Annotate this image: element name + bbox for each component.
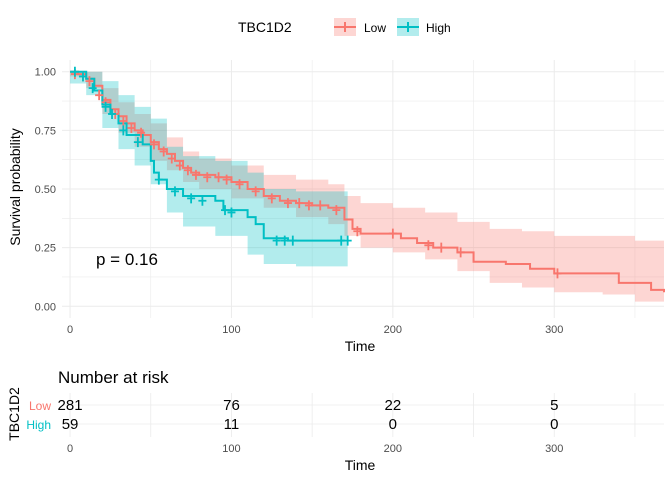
x-tick-labels: 0 100 200 300 [67,324,563,336]
y-tick-label: 1.00 [35,67,56,79]
censor-mark-high [227,207,236,218]
legend-label-low: Low [364,21,386,35]
risk-x-axis-title: Time [345,457,376,473]
censor-mark-high [343,235,352,246]
risk-table: Number at risk Low High 281 76 22 5 59 11 0 0 0… [6,368,664,473]
survival-curve-high [70,70,345,242]
risk-value-low: 22 [385,397,402,414]
censor-mark-high [154,174,163,185]
censor-mark-high [78,71,87,82]
censor-mark-low [85,76,94,87]
censor-mark-high [170,186,179,197]
risk-values: 281 76 22 5 59 11 0 0 [58,397,559,433]
censor-mark-high [280,235,289,246]
survival-curves [70,70,665,293]
risk-x-tick-label: 300 [545,443,563,455]
censor-mark-low [183,165,192,176]
p-value-label: p = 0.16 [96,250,158,269]
risk-value-high: 0 [550,416,558,433]
censor-marks [70,66,562,279]
censor-mark-high [119,125,128,136]
censor-mark-low [95,90,104,101]
censor-mark-low [267,193,276,204]
censor-mark-low [456,247,465,258]
x-tick-label: 0 [67,324,73,336]
legend-item-high: High [397,18,451,36]
censor-mark-low [203,172,212,183]
censor-mark-low [167,153,176,164]
risk-x-tick-label: 100 [222,443,240,455]
confidence-bands [70,71,664,307]
risk-value-high: 59 [62,416,79,433]
y-tick-labels: 0.00 0.25 0.50 0.75 1.00 [35,67,56,314]
censor-mark-low [424,240,433,251]
x-tick-label: 300 [545,324,563,336]
risk-x-tick-label: 0 [67,443,73,455]
y-tick-label: 0.50 [35,184,56,196]
censor-mark-low [222,174,231,185]
censor-mark-low [332,205,341,216]
censor-mark-low [159,146,168,157]
confidence-band-high [70,71,348,267]
risk-grid [62,393,664,437]
legend-title: TBC1D2 [238,19,292,35]
censor-mark-high [198,195,207,206]
censor-mark-low [191,169,200,180]
confidence-band-low [70,71,664,307]
x-tick-label: 200 [384,324,402,336]
censor-mark-high [108,108,117,119]
censor-mark-high [70,66,79,77]
risk-row-label-high: High [26,418,51,432]
censor-mark-low [251,186,260,197]
x-axis-title: Time [345,338,376,354]
censor-mark-high [221,205,230,216]
y-axis-title: Survival probability [7,128,23,246]
y-tick-label: 0.00 [35,301,56,313]
main-grid [62,60,664,318]
censor-mark-low [316,200,325,211]
censor-mark-low [295,198,304,209]
risk-value-high: 11 [224,416,240,433]
censor-mark-low [437,242,446,253]
censor-mark-low [353,226,362,237]
risk-value-low: 5 [550,397,558,414]
censor-mark-low [553,268,562,279]
censor-mark-low [119,115,128,126]
risk-x-tick-labels: 0 100 200 300 [67,443,563,455]
survival-plot: 0.00 0.25 0.50 0.75 1.00 0 100 200 300 Survival… [7,60,665,354]
risk-table-title: Number at risk [58,368,169,387]
censor-mark-high [187,193,196,204]
risk-value-high: 0 [389,416,397,433]
censor-mark-high [88,83,97,94]
legend-label-high: High [426,21,451,35]
y-tick-label: 0.75 [35,125,56,137]
censor-mark-high [133,137,142,148]
x-tick-label: 100 [222,324,240,336]
censor-mark-high [288,235,297,246]
risk-row-label-low: Low [29,399,51,413]
legend-item-low: Low [334,18,386,36]
censor-mark-low [388,228,397,239]
censor-mark-low [137,127,146,138]
censor-mark-low [304,200,313,211]
survival-curve-low [70,70,665,293]
censor-mark-low [214,172,223,183]
legend: TBC1D2 Low High [238,18,451,36]
risk-value-low: 76 [223,397,240,414]
censor-mark-low [175,160,184,171]
censor-mark-high [272,235,281,246]
y-tick-label: 0.25 [35,243,56,255]
risk-x-tick-label: 200 [384,443,402,455]
risk-y-axis-title: TBC1D2 [6,387,22,441]
censor-mark-low [127,123,136,134]
censor-mark-high [101,101,110,112]
censor-mark-low [149,139,158,150]
censor-mark-low [283,198,292,209]
censor-mark-low [235,179,244,190]
risk-value-low: 281 [58,397,83,414]
